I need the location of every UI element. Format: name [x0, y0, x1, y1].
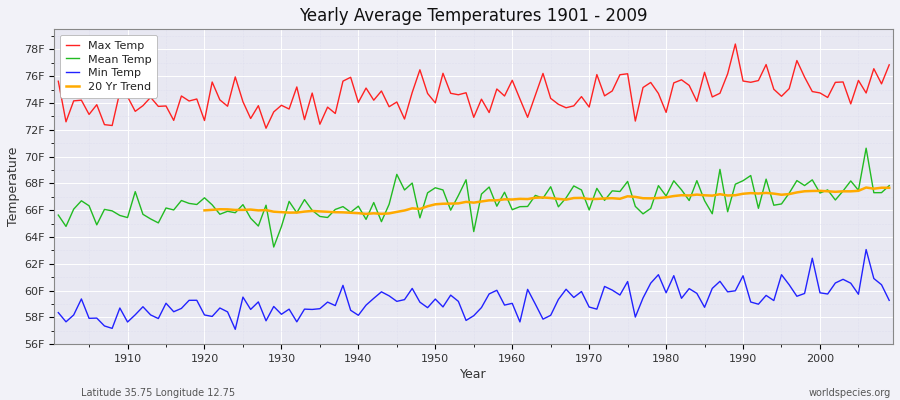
Line: 20 Yr Trend: 20 Yr Trend: [204, 188, 889, 214]
Max Temp: [507, 78, 517, 83]
Max Temp: [515, 96, 526, 101]
Max Temp: [292, 84, 302, 89]
Text: worldspecies.org: worldspecies.org: [809, 388, 891, 398]
20 Yr Trend: [776, 192, 787, 197]
20 Yr Trend: [199, 208, 210, 213]
X-axis label: Year: Year: [461, 368, 487, 381]
Max Temp: [884, 62, 895, 67]
Line: Mean Temp: Mean Temp: [58, 148, 889, 247]
Min Temp: [53, 310, 64, 315]
Mean Temp: [507, 207, 517, 212]
Mean Temp: [114, 213, 125, 218]
Max Temp: [607, 88, 617, 93]
20 Yr Trend: [415, 206, 426, 211]
20 Yr Trend: [684, 193, 695, 198]
Max Temp: [114, 90, 125, 94]
Line: Max Temp: Max Temp: [58, 44, 889, 128]
Min Temp: [607, 288, 617, 292]
20 Yr Trend: [884, 186, 895, 190]
Mean Temp: [884, 183, 895, 188]
Mean Temp: [53, 213, 64, 218]
Max Temp: [261, 126, 272, 131]
Min Temp: [515, 320, 526, 324]
Min Temp: [292, 320, 302, 324]
Max Temp: [730, 42, 741, 46]
Mean Temp: [860, 146, 871, 151]
20 Yr Trend: [361, 212, 372, 216]
Mean Temp: [607, 188, 617, 193]
Mean Temp: [338, 204, 348, 209]
20 Yr Trend: [292, 210, 302, 215]
Min Temp: [860, 247, 871, 252]
Min Temp: [230, 327, 240, 332]
20 Yr Trend: [791, 190, 802, 195]
Title: Yearly Average Temperatures 1901 - 2009: Yearly Average Temperatures 1901 - 2009: [300, 7, 648, 25]
Text: Latitude 35.75 Longitude 12.75: Latitude 35.75 Longitude 12.75: [81, 388, 235, 398]
Max Temp: [338, 79, 348, 84]
Min Temp: [884, 298, 895, 303]
Mean Temp: [515, 204, 526, 209]
Line: Min Temp: Min Temp: [58, 250, 889, 329]
Mean Temp: [268, 245, 279, 250]
Min Temp: [507, 301, 517, 306]
Min Temp: [338, 283, 348, 288]
Legend: Max Temp, Mean Temp, Min Temp, 20 Yr Trend: Max Temp, Mean Temp, Min Temp, 20 Yr Tre…: [60, 35, 157, 98]
Max Temp: [53, 79, 64, 84]
Min Temp: [114, 306, 125, 310]
Y-axis label: Temperature: Temperature: [7, 147, 20, 226]
20 Yr Trend: [868, 186, 879, 191]
20 Yr Trend: [860, 185, 871, 190]
Mean Temp: [292, 210, 302, 215]
